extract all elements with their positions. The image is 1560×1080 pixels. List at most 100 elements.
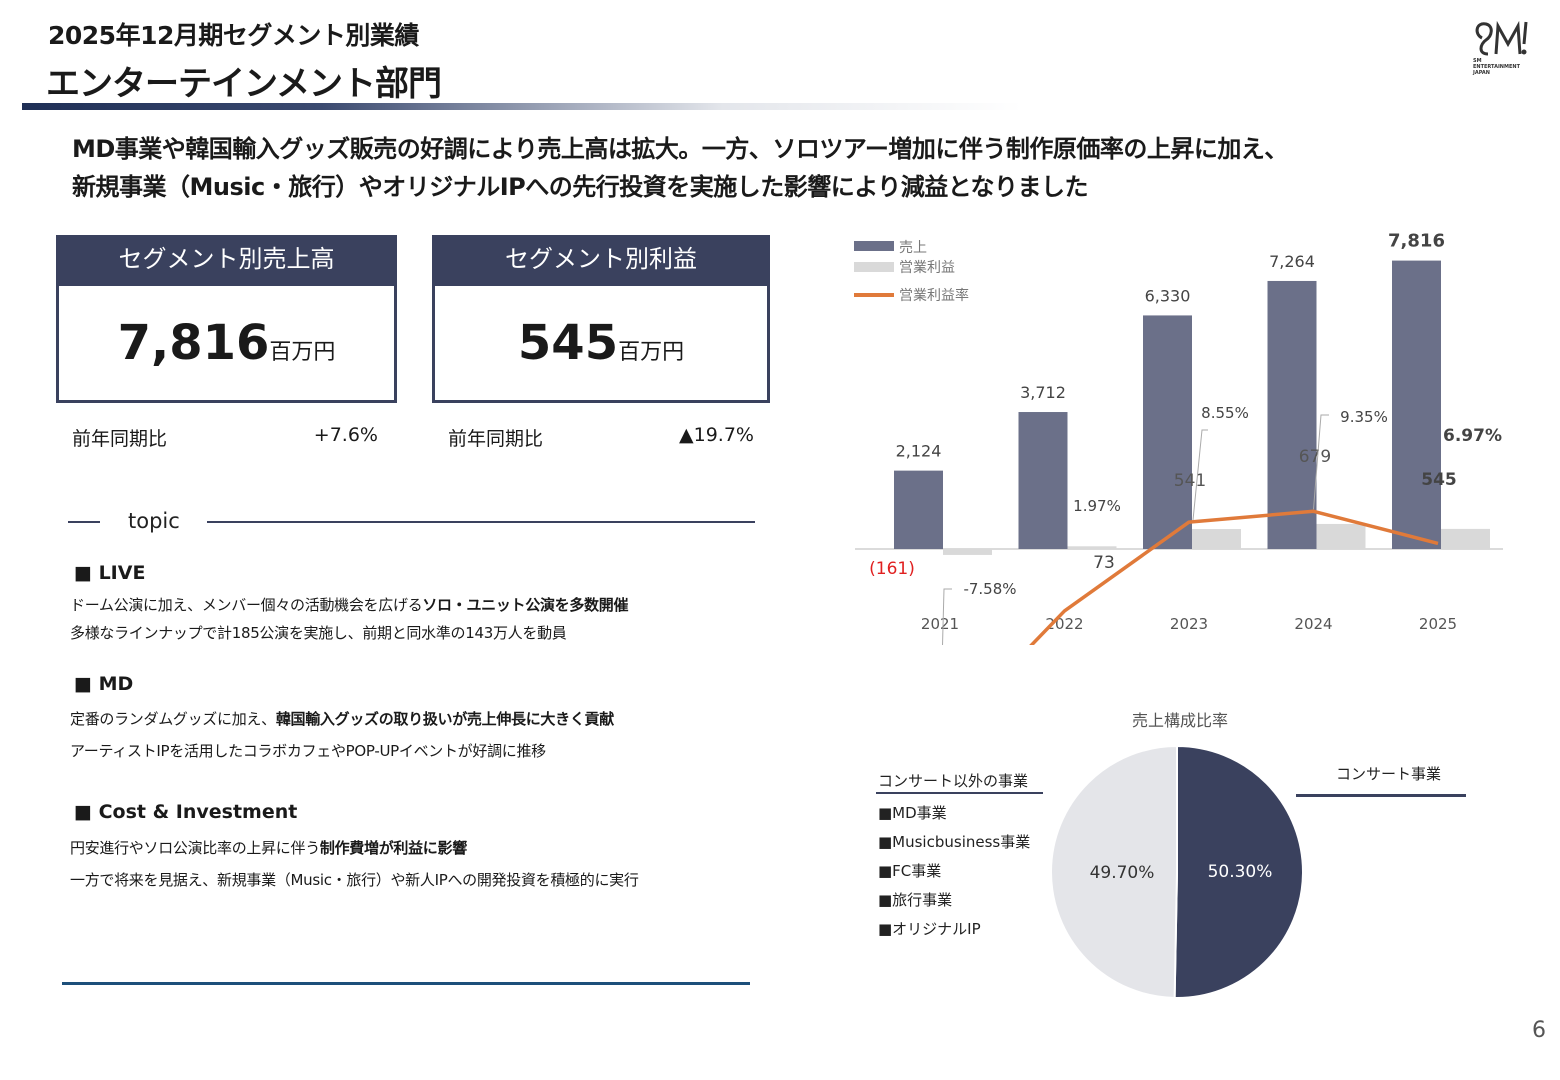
section-md-line-1: 定番のランダムグッズに加え、韓国輸入グッズの取り扱いが売上伸長に大きく貢献 xyxy=(70,708,614,729)
sales-value-label: 3,712 xyxy=(1020,383,1066,402)
live-line-1-bold: ソロ・ユニット公演を多数開催 xyxy=(422,596,629,614)
profit-bar xyxy=(1316,523,1366,549)
kpi-card-sales: セグメント別売上高 7,816 百万円 xyxy=(56,235,397,403)
kpi-card-profit: セグメント別利益 545 百万円 xyxy=(432,235,770,403)
legend-margin-label: 営業利益率 xyxy=(899,287,969,304)
pie-legend-other-title: コンサート以外の事業 xyxy=(878,772,1029,790)
profit-value-label: 545 xyxy=(1421,470,1457,490)
pie-legend-other-rule xyxy=(876,792,1043,794)
lead-line-1: MD事業や韓国輸入グッズ販売の好調により売上高は拡大。一方、ソロツアー増加に伴う… xyxy=(72,135,1288,163)
margin-value-label: 9.35% xyxy=(1340,408,1388,426)
sales-bar xyxy=(1143,315,1192,549)
kpi-sales-value: 7,816 xyxy=(117,315,270,371)
lead-line-2: 新規事業（Music・旅行）やオリジナルIPへの先行投資を実施した影響により減益… xyxy=(72,173,1089,201)
margin-label-leader xyxy=(1313,414,1329,510)
section-cost-title: ■ Cost & Investment xyxy=(74,801,298,823)
kpi-profit-box: 545 百万円 xyxy=(432,283,770,403)
profit-bar xyxy=(1192,529,1241,549)
md-line-1-bold: 韓国輸入グッズの取り扱いが売上伸長に大きく貢献 xyxy=(275,710,614,728)
kpi-profit-value: 545 xyxy=(517,315,619,371)
page-number: 6 xyxy=(1532,1018,1546,1043)
sales-bar xyxy=(1267,280,1317,549)
live-line-1-text: ドーム公演に加え、メンバー個々の活動機会を広げる xyxy=(70,596,423,614)
sales-bar xyxy=(1018,412,1068,549)
section-cost-line-1: 円安進行やソロ公演比率の上昇に伴う制作費増が利益に影響 xyxy=(70,837,467,858)
margin-label-leader xyxy=(1192,429,1208,521)
kpi-sales-change: +7.6% xyxy=(313,424,378,446)
sales-profit-chart: 2,12420213,71220226,33020237,26420247,81… xyxy=(854,231,1503,645)
profit-value-label: (161) xyxy=(869,559,915,579)
section-live-title-text: LIVE xyxy=(98,562,146,584)
logo-text: SM ENTERTAINMENT JAPAN xyxy=(1473,58,1520,76)
md-line-1-text: 定番のランダムグッズに加え、 xyxy=(70,710,276,728)
legend-sales-label: 売上 xyxy=(899,240,927,256)
sales-value-label: 2,124 xyxy=(896,442,942,461)
pie-other-item: ■Musicbusiness事業 xyxy=(878,833,1031,851)
margin-value-label: 1.97% xyxy=(1073,497,1121,515)
pie-other-item: ■FC事業 xyxy=(878,862,942,880)
pie-other-item: ■MD事業 xyxy=(878,804,947,822)
x-tick-label: 2023 xyxy=(1170,615,1208,633)
sm-logo xyxy=(1475,20,1528,56)
kpi-sales-box: 7,816 百万円 xyxy=(56,283,397,403)
margin-value-label: -7.58% xyxy=(963,580,1016,598)
pie-other-item: ■旅行事業 xyxy=(878,891,953,909)
header-divider xyxy=(22,103,1022,110)
header-subtitle: 2025年12月期セグメント別業績 xyxy=(48,21,419,50)
profit-bar xyxy=(1067,546,1117,549)
section-live-title: ■ LIVE xyxy=(74,562,146,584)
kpi-profit-compare-label: 前年同期比 xyxy=(448,428,544,450)
x-tick-label: 2025 xyxy=(1419,615,1457,633)
profit-value-label: 541 xyxy=(1174,471,1206,491)
sales-value-label: 7,816 xyxy=(1388,231,1445,252)
pie-slice-label: 49.70% xyxy=(1090,863,1155,883)
cost-line-2-text: 一方で将来を見据え、新規事業（Music・旅行）や新人IPへの開発投資を積極的に… xyxy=(70,871,639,889)
lead-text: MD事業や韓国輸入グッズ販売の好調により売上高は拡大。一方、ソロツアー増加に伴う… xyxy=(72,130,1472,206)
kpi-profit-change: ▲19.7% xyxy=(679,424,754,446)
md-line-2-text: アーティストIPを活用したコラボカフェやPOP-UPイベントが好調に推移 xyxy=(70,742,546,760)
kpi-sales-compare-label: 前年同期比 xyxy=(72,428,168,450)
section-md-title-text: MD xyxy=(98,673,134,695)
x-tick-label: 2024 xyxy=(1294,615,1332,633)
margin-value-label: 8.55% xyxy=(1201,404,1249,422)
pie-slice xyxy=(1050,744,1178,999)
cost-line-1-bold: 制作費増が利益に影響 xyxy=(319,839,467,857)
page-title: エンターテインメント部門 xyxy=(46,64,442,104)
margin-value-label: 6.97% xyxy=(1443,426,1502,446)
topic-line-right xyxy=(207,521,755,523)
revenue-composition-pie: 50.30% 49.70% xyxy=(1050,744,1304,999)
pie-legend-concert-title: コンサート事業 xyxy=(1336,765,1442,783)
operating-margin-line xyxy=(1029,509,1439,645)
topic-line-left xyxy=(68,521,100,523)
x-tick-label: 2021 xyxy=(921,615,959,633)
pie-slice-label: 50.30% xyxy=(1208,862,1273,882)
legend-profit-swatch xyxy=(854,262,894,272)
profit-bar xyxy=(1441,528,1490,549)
section-live-line-2: 多様なラインナップで計185公演を実施し、前期と同水準の143万人を動員 xyxy=(70,622,567,643)
profit-bar xyxy=(943,549,992,555)
sales-value-label: 7,264 xyxy=(1269,252,1315,271)
bottom-divider xyxy=(62,982,750,985)
pie-title: 売上構成比率 xyxy=(1131,711,1228,730)
pie-other-item: ■オリジナルIP xyxy=(878,920,981,938)
section-cost-line-2: 一方で将来を見据え、新規事業（Music・旅行）や新人IPへの開発投資を積極的に… xyxy=(70,869,639,890)
margin-label-leader xyxy=(942,588,952,645)
pie-slice xyxy=(1173,744,1304,999)
legend-sales-swatch xyxy=(854,241,894,251)
sales-bar xyxy=(894,470,943,549)
section-live-line-1: ドーム公演に加え、メンバー個々の活動機会を広げるソロ・ユニット公演を多数開催 xyxy=(70,594,628,615)
kpi-sales-unit: 百万円 xyxy=(269,340,336,365)
profit-value-label: 73 xyxy=(1093,553,1115,573)
sales-bar xyxy=(1392,260,1441,549)
section-cost-title-text: Cost & Investment xyxy=(98,801,298,823)
sales-value-label: 6,330 xyxy=(1145,286,1191,305)
topic-label: topic xyxy=(128,509,180,533)
cost-line-1-text: 円安進行やソロ公演比率の上昇に伴う xyxy=(70,839,320,857)
section-md-title: ■ MD xyxy=(74,673,134,695)
legend-profit-label: 営業利益 xyxy=(899,260,955,276)
section-md-line-2: アーティストIPを活用したコラボカフェやPOP-UPイベントが好調に推移 xyxy=(70,740,546,761)
kpi-sales-header: セグメント別売上高 xyxy=(56,235,397,283)
live-line-2-text: 多様なラインナップで計185公演を実施し、前期と同水準の143万人を動員 xyxy=(70,624,567,642)
profit-value-label: 679 xyxy=(1299,447,1331,467)
kpi-profit-unit: 百万円 xyxy=(618,340,685,365)
